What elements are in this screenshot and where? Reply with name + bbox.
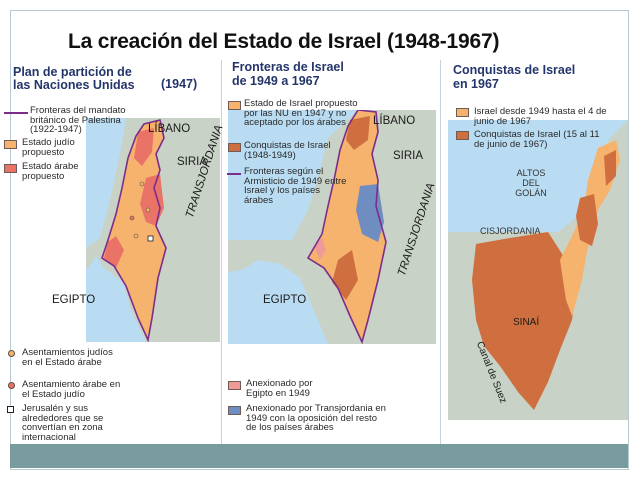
legend-orange-swatch-icon: [456, 108, 469, 117]
settlement-dot: [139, 181, 145, 187]
legend-pink-swatch-icon: [228, 381, 241, 390]
label-altos-del-golan: ALTOS DEL GOLÁN: [506, 168, 556, 198]
label-libano-1: LÍBANO: [148, 123, 191, 135]
settlement-dot: [133, 233, 139, 239]
label-golan: GOLÁN: [515, 188, 547, 198]
label-egipto-2: EGIPTO: [263, 294, 307, 306]
settlement-dot: [145, 207, 151, 213]
slide-title: La creación del Estado de Israel (1948-1…: [68, 30, 500, 53]
panel3-title-line2: en 1967: [453, 77, 499, 91]
label-siria-1: SIRIA: [177, 156, 208, 168]
label-sinai: SINAÍ: [513, 317, 540, 328]
israel-un-proposed: [308, 110, 386, 342]
panel2-title-line2: de 1949 a 1967: [232, 74, 320, 88]
legend-orange-dot-icon: [8, 350, 15, 357]
legend-orange-swatch-icon: [4, 140, 17, 149]
legend-item: Anexionado por Egipto en 1949: [246, 378, 313, 399]
panel1-title-line1: Plan de partición de: [13, 65, 132, 79]
legend-blue-swatch-icon: [228, 406, 241, 415]
legend-red-swatch-icon: [4, 164, 17, 173]
legend-item: Fronteras del mandato británico de Pales…: [30, 105, 126, 135]
settlement-dot: [129, 215, 135, 221]
legend-item: Estado de Israel propuesto por las NU en…: [244, 98, 358, 128]
label-cisjordania: CISJORDANIA: [480, 226, 541, 236]
legend-white-square-icon: [7, 406, 14, 413]
panel2-title-line1: Fronteras de Israel: [232, 60, 344, 74]
slide-frame: [10, 10, 629, 470]
jewish-state-proposed: [102, 120, 166, 340]
bottom-bar: [10, 444, 628, 468]
legend-item: Jerusalén y sus alrededores que se conve…: [22, 403, 104, 443]
panel3-title-line1: Conquistas de Israel: [453, 63, 576, 77]
panel1-title-line2: las Naciones Unidas: [13, 78, 135, 92]
legend-orange-swatch-icon: [228, 101, 241, 110]
label-libano-2: LÍBANO: [373, 115, 416, 127]
legend-red-dot-icon: [8, 382, 15, 389]
legend-item: Fronteras según el Armisticio de 1949 en…: [244, 166, 347, 206]
label-altos: ALTOS: [516, 168, 546, 178]
legend-item: Anexionado por Transjordania en 1949 con…: [246, 403, 386, 433]
mandate-border: [101, 119, 167, 342]
map-partition-1947: [86, 118, 220, 342]
panel-divider-1: [221, 60, 222, 444]
arab-state-gaza: [104, 236, 124, 268]
label-egipto-1: EGIPTO: [52, 294, 96, 306]
legend-purple-line-icon: [4, 112, 28, 114]
sinai-conquest: [472, 232, 576, 410]
legend-item: Estado árabe propuesto: [22, 161, 79, 182]
jerusalem-zone: [147, 235, 154, 242]
legend-item: Asentamiento árabe en el Estado judío: [22, 379, 121, 400]
label-del: DEL: [522, 178, 540, 188]
israel-conquest-galilee: [346, 116, 370, 150]
panel1-title-year: (1947): [161, 77, 198, 91]
legend-purple-line-icon: [227, 173, 241, 175]
west-bank: [576, 194, 598, 246]
legend-item: Asentamientos judíos en el Estado árabe: [22, 347, 113, 368]
map-borders-1949: [228, 110, 436, 344]
legend-item: Estado judío propuesto: [22, 137, 75, 158]
legend-conquest-swatch-icon: [456, 131, 469, 140]
armistice-border: [306, 110, 387, 344]
legend-item: Conquistas de Israel (1948-1949): [244, 140, 331, 161]
map-conquests-1967: [448, 120, 628, 420]
legend-item: Israel desde 1949 hasta el 4 de junio de…: [474, 106, 607, 127]
panel-divider-2: [440, 60, 441, 444]
label-siria-2: SIRIA: [393, 150, 424, 162]
arab-state-west-bank: [140, 174, 164, 226]
legend-conquest-swatch-icon: [228, 143, 241, 152]
golan-heights: [604, 150, 616, 186]
arab-state-galilee: [134, 128, 154, 166]
legend-item: Conquistas de Israel (15 al 11 de junio …: [474, 129, 600, 150]
